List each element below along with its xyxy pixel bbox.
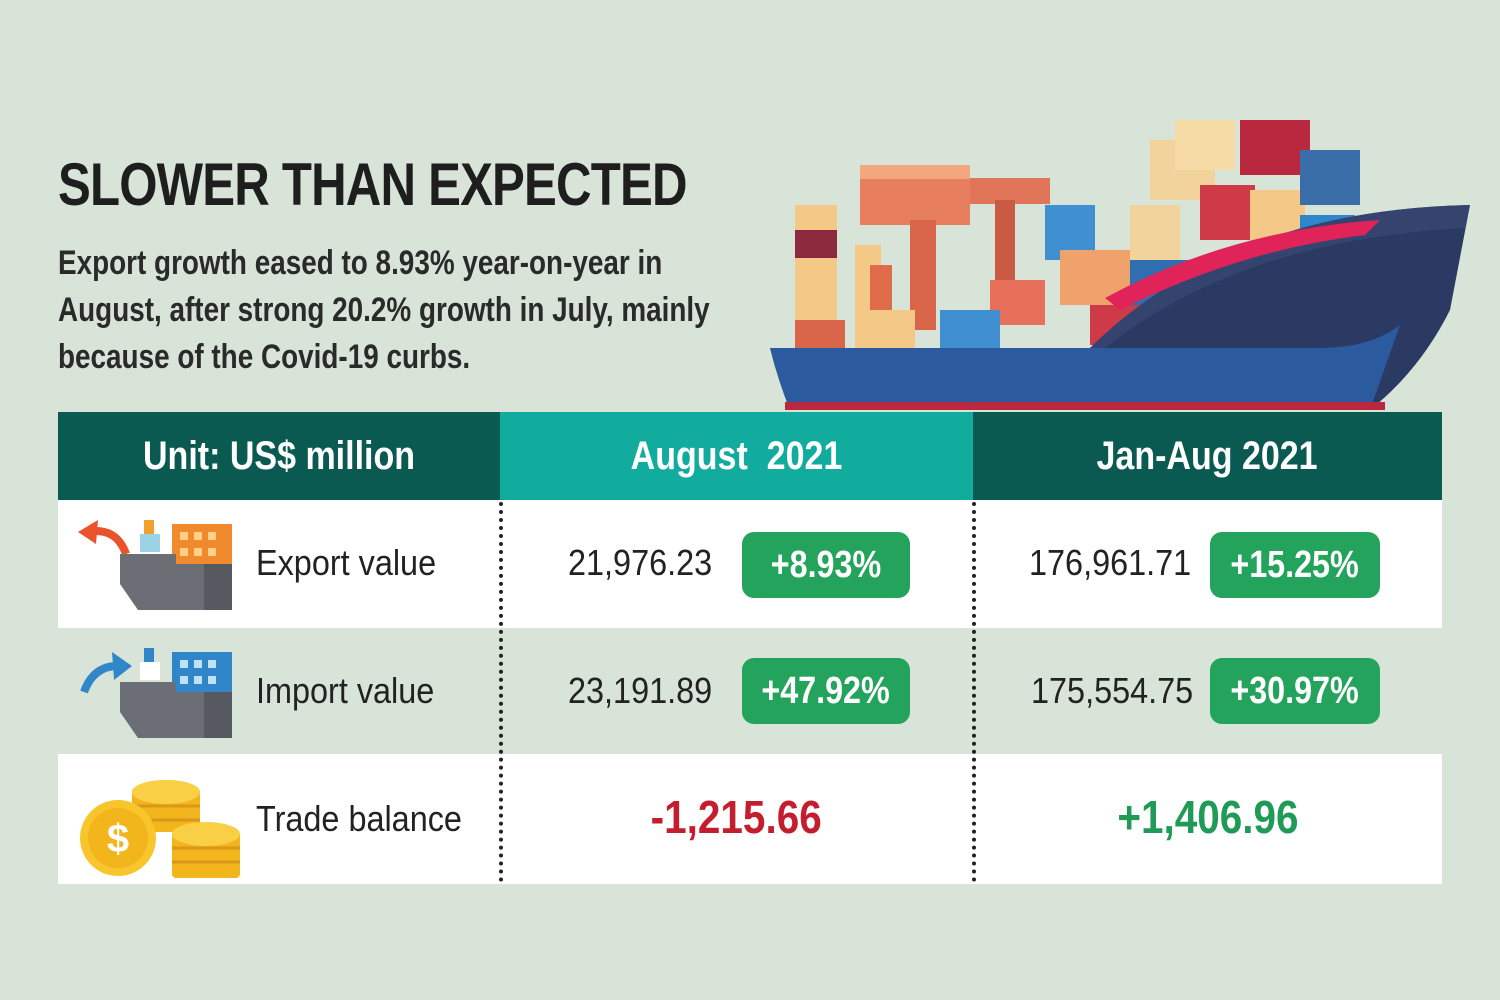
column-header-unit: Unit: US$ million [58,412,500,500]
column-divider [972,502,976,882]
ytd-change-badge: +15.25% [1210,532,1380,598]
aug-trade-balance: -1,215.66 [650,791,823,843]
ytd-change-badge: +30.97% [1210,658,1380,724]
ytd-trade-balance: +1,406.96 [1116,791,1299,843]
ytd-value: 175,554.75 [1030,670,1193,711]
import-ship-icon [80,648,232,738]
table-row-import: Import value 23,191.89 +47.92% 175,554.7… [58,628,1442,754]
aug-value: 21,976.23 [567,542,712,583]
svg-text:$: $ [107,817,129,861]
aug-change-badge: +47.92% [742,658,910,724]
row-label: Export value [256,542,437,583]
row-label: Trade balance [256,798,462,839]
aug-value: 23,191.89 [567,670,712,711]
container-ship-icon [770,120,1470,410]
table-row-export: Export value 21,976.23 +8.93% 176,961.71… [58,500,1442,628]
column-header-august: August 2021 [500,412,973,500]
trade-table: Unit: US$ million August 2021 Jan-Aug 20… [58,412,1442,884]
table-row-trade-balance: $ Trade balance -1,215.66 +1,406.96 [58,754,1442,884]
page-subtitle: Export growth eased to 8.93% year-on-yea… [58,244,710,376]
row-label: Import value [256,670,435,711]
ytd-value: 176,961.71 [1028,542,1191,583]
coins-icon: $ [80,780,240,878]
page-title: SLOWER THAN EXPECTED [58,151,688,218]
column-header-jan-aug: Jan-Aug 2021 [973,412,1442,500]
export-ship-icon [78,520,232,610]
aug-change-badge: +8.93% [742,532,910,598]
column-divider [499,502,503,882]
